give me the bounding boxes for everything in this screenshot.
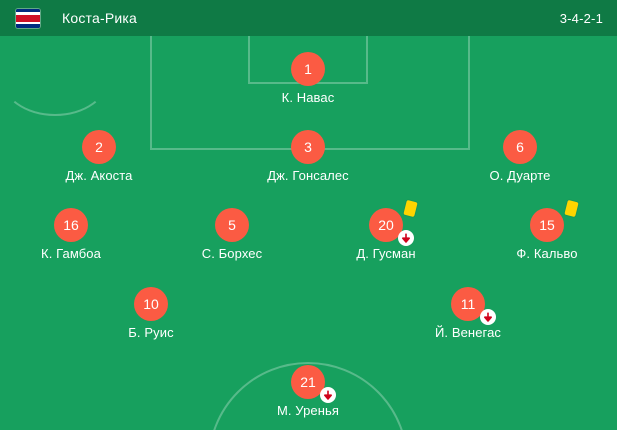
substitution-off-arrow-icon bbox=[320, 387, 336, 403]
player-card[interactable]: 20 Д. Гусман bbox=[326, 199, 446, 261]
player-card[interactable]: 6 О. Дуарте bbox=[460, 130, 580, 183]
player-name: К. Навас bbox=[281, 90, 335, 105]
player-name: К. Гамбоа bbox=[41, 246, 101, 261]
player-number[interactable]: 1 bbox=[291, 52, 325, 86]
player-name: О. Дуарте bbox=[489, 168, 551, 183]
player-badge[interactable]: 20 bbox=[369, 199, 418, 246]
player-badge[interactable]: 6 bbox=[503, 130, 537, 164]
player-name: Д. Гусман bbox=[356, 246, 416, 261]
player-card[interactable]: 1 К. Навас bbox=[248, 52, 368, 105]
player-number[interactable]: 10 bbox=[134, 287, 168, 321]
player-number[interactable]: 11 bbox=[451, 287, 485, 321]
player-name: Й. Венегас bbox=[434, 325, 502, 340]
player-badge[interactable]: 11 bbox=[451, 287, 496, 325]
formation-label: 3-4-2-1 bbox=[559, 10, 603, 26]
player-badge[interactable]: 21 bbox=[291, 365, 336, 403]
player-card[interactable]: 2 Дж. Акоста bbox=[39, 130, 159, 183]
yellow-card-icon bbox=[403, 199, 418, 218]
player-name: Ф. Кальво bbox=[516, 246, 578, 261]
player-name: Б. Руис bbox=[128, 325, 174, 340]
player-card[interactable]: 10 Б. Руис bbox=[91, 287, 211, 340]
player-name: Дж. Акоста bbox=[65, 168, 133, 183]
player-name: Дж. Гонсалес bbox=[267, 168, 349, 183]
player-number[interactable]: 20 bbox=[369, 208, 403, 242]
player-card[interactable]: 21 М. Уренья bbox=[248, 365, 368, 418]
player-number[interactable]: 5 bbox=[215, 208, 249, 242]
player-badge[interactable]: 5 bbox=[215, 208, 249, 242]
yellow-card-icon bbox=[564, 199, 579, 218]
player-number[interactable]: 6 bbox=[503, 130, 537, 164]
team-header: Коста-Рика 3-4-2-1 bbox=[0, 0, 617, 36]
substitution-off-arrow-icon bbox=[398, 230, 414, 246]
pitch: 1 К. Навас 2 Дж. Акоста 3 Дж. Гонсалес 6 О. Дуа… bbox=[0, 36, 617, 430]
player-number[interactable]: 2 bbox=[82, 130, 116, 164]
player-name: М. Уренья bbox=[276, 403, 340, 418]
team-name: Коста-Рика bbox=[62, 10, 138, 26]
player-card[interactable]: 16 К. Гамбоа bbox=[11, 208, 131, 261]
player-badge[interactable]: 3 bbox=[291, 130, 325, 164]
player-number[interactable]: 15 bbox=[530, 208, 564, 242]
costa-rica-flag-icon bbox=[16, 8, 40, 28]
player-number[interactable]: 16 bbox=[54, 208, 88, 242]
player-badge[interactable]: 15 bbox=[530, 199, 579, 242]
player-card[interactable]: 5 С. Борхес bbox=[172, 208, 292, 261]
penalty-arc-marking bbox=[0, 36, 110, 116]
player-badge[interactable]: 10 bbox=[134, 287, 168, 321]
player-number[interactable]: 3 bbox=[291, 130, 325, 164]
player-badge[interactable]: 2 bbox=[82, 130, 116, 164]
player-badge[interactable]: 16 bbox=[54, 208, 88, 242]
player-badge[interactable]: 1 bbox=[291, 52, 325, 86]
player-card[interactable]: 11 Й. Венегас bbox=[408, 287, 528, 340]
player-card[interactable]: 3 Дж. Гонсалес bbox=[248, 130, 368, 183]
player-name: С. Борхес bbox=[201, 246, 263, 261]
player-number[interactable]: 21 bbox=[291, 365, 325, 399]
substitution-off-arrow-icon bbox=[480, 309, 496, 325]
player-card[interactable]: 15 Ф. Кальво bbox=[487, 199, 607, 261]
